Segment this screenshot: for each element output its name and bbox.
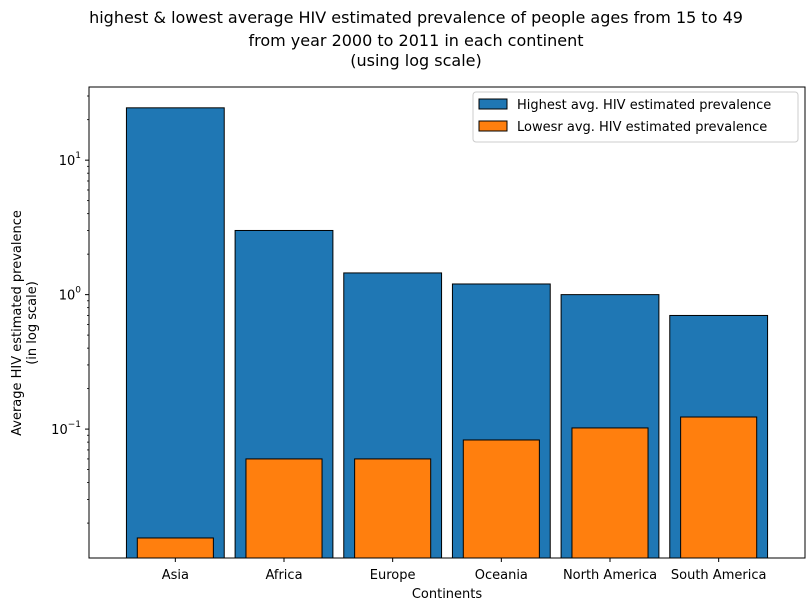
bar-lowest-4 bbox=[571, 427, 649, 559]
y-tick-label: 10−1 bbox=[51, 420, 81, 438]
y-axis-label-line-2: (in log scale) bbox=[25, 281, 40, 365]
chart-title-line-1: highest & lowest average HIV estimated p… bbox=[89, 8, 743, 27]
series-lowest-bars bbox=[136, 416, 758, 559]
x-tick-label: North America bbox=[563, 568, 657, 583]
legend: Highest avg. HIV estimated prevalence Low… bbox=[472, 91, 799, 143]
x-tick-label: Europe bbox=[370, 568, 416, 583]
y-axis-label-line-1: Average HIV estimated prevalence bbox=[10, 210, 25, 436]
bar-lowest-1 bbox=[245, 458, 323, 559]
legend-box bbox=[472, 91, 799, 143]
chart-title-line-3: (using log scale) bbox=[350, 51, 482, 70]
bar-lowest-3 bbox=[462, 439, 540, 559]
series-highest-bars bbox=[125, 107, 769, 559]
y-tick-label: 101 bbox=[59, 151, 81, 169]
x-tick-label: Africa bbox=[265, 568, 302, 583]
chart-title: highest & lowest average HIV estimated p… bbox=[89, 8, 743, 70]
chart-title-line-2: from year 2000 to 2011 in each continent bbox=[248, 31, 583, 50]
bar-lowest-0 bbox=[136, 537, 214, 559]
legend-label-0: Highest avg. HIV estimated prevalence bbox=[517, 98, 771, 113]
y-axis-ticks: 10−1 100 101 bbox=[51, 95, 89, 524]
y-tick-label: 100 bbox=[59, 286, 82, 304]
legend-label-1: Lowesr avg. HIV estimated prevalence bbox=[517, 120, 767, 135]
x-tick-label: South America bbox=[671, 568, 767, 583]
legend-swatch-0 bbox=[478, 98, 508, 110]
x-axis-ticks: Asia Africa Europe Oceania North America Sout… bbox=[162, 558, 767, 583]
bar-lowest-2 bbox=[354, 458, 432, 559]
x-tick-label: Asia bbox=[162, 568, 189, 583]
plot-area-frame bbox=[88, 86, 806, 559]
bar-lowest-5 bbox=[680, 416, 758, 559]
y-axis-label: Average HIV estimated prevalence (in log… bbox=[10, 210, 40, 436]
x-tick-label: Oceania bbox=[475, 568, 528, 583]
x-axis-label: Continents bbox=[412, 587, 483, 602]
bar-highest-0 bbox=[125, 107, 225, 559]
legend-swatch-1 bbox=[478, 120, 508, 132]
